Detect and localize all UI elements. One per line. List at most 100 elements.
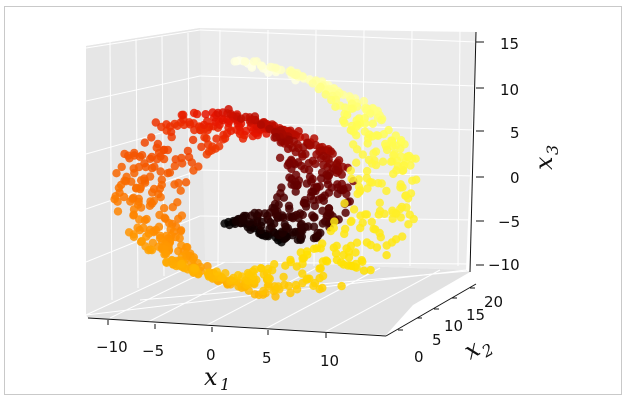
- scatter-point: [135, 215, 144, 224]
- scatter-point: [276, 189, 285, 198]
- scatter-point: [170, 161, 179, 171]
- scatter-point: [171, 155, 180, 164]
- scatter-point: [408, 176, 417, 185]
- scatter-point: [151, 118, 160, 127]
- scatter-point: [313, 228, 322, 238]
- scatter-point: [331, 102, 340, 112]
- scatter-point: [270, 260, 279, 269]
- scatter-point: [142, 214, 151, 224]
- z-tick-label: 15: [500, 35, 519, 53]
- scatter-point: [268, 203, 277, 213]
- scatter-point: [200, 133, 209, 142]
- x-tick-label: −10: [96, 338, 128, 356]
- scatter-point: [324, 204, 334, 213]
- scatter-point: [382, 186, 391, 196]
- scatter-point: [147, 133, 156, 142]
- scatter-point: [346, 126, 355, 135]
- x-axis-label-main: x: [204, 363, 218, 391]
- x-grid-line-side: [109, 41, 113, 301]
- scatter-point: [284, 201, 294, 210]
- scatter-point: [189, 108, 199, 118]
- scatter-points: [110, 56, 421, 301]
- scatter-point: [316, 264, 325, 273]
- scatter-point: [110, 195, 119, 204]
- axis-lines: [87, 31, 484, 338]
- scatter-point: [364, 155, 374, 165]
- scatter-point: [366, 265, 375, 275]
- scatter-point: [304, 159, 313, 168]
- scatter-point: [302, 179, 311, 188]
- scatter-point: [358, 218, 367, 227]
- scatter-point: [332, 241, 341, 250]
- scatter-point: [362, 173, 371, 183]
- scatter-point: [329, 223, 338, 233]
- scatter-point: [166, 225, 175, 234]
- scatter-point: [177, 259, 186, 269]
- z-tick-label: 0: [510, 169, 520, 187]
- scatter-point: [341, 208, 350, 217]
- scatter-point: [308, 79, 317, 88]
- z-axis-label-subscript: 3: [543, 145, 562, 155]
- scatter-point: [156, 167, 165, 176]
- y-tick-label: 0: [414, 348, 424, 366]
- scatter-point: [352, 158, 361, 167]
- y-tick-label: 5: [432, 331, 442, 349]
- scatter-point: [302, 247, 312, 256]
- z-tick-label: 10: [500, 81, 519, 99]
- scatter-point: [339, 250, 348, 260]
- side-pane: [86, 28, 205, 315]
- scatter-point: [291, 187, 300, 196]
- z-grid-line: [199, 121, 477, 131]
- scatter-point: [233, 271, 243, 280]
- scatter-point: [337, 281, 346, 291]
- scatter-point: [274, 282, 283, 291]
- z-tick-label: −10: [488, 256, 520, 274]
- scatter-point: [184, 153, 194, 162]
- scatter-point: [367, 217, 376, 226]
- scatter-point: [148, 238, 158, 248]
- scatter-point: [346, 217, 355, 227]
- scatter-point: [173, 198, 182, 207]
- scatter-point: [285, 173, 294, 182]
- scatter-point: [112, 169, 121, 178]
- scatter-point: [256, 264, 266, 273]
- scatter-point: [175, 234, 184, 243]
- scatter-point: [170, 119, 179, 129]
- scatter-point: [369, 224, 378, 234]
- y-axis-label: x 2: [459, 334, 497, 365]
- x-tick-label: 5: [262, 349, 272, 367]
- scatter-point: [284, 158, 294, 167]
- scatter-point: [347, 104, 356, 113]
- y-tick-labels: 0 5 10 15 20: [414, 293, 503, 366]
- scatter-point: [326, 147, 336, 156]
- z-axis-line: [469, 31, 477, 273]
- scatter-point: [203, 117, 212, 126]
- scatter-point: [237, 114, 246, 123]
- scatter-point: [382, 241, 391, 250]
- z-grid-line: [199, 75, 477, 87]
- scatter-point: [286, 288, 295, 298]
- scatter-point: [347, 174, 356, 183]
- y-tick-label: 20: [484, 293, 503, 311]
- y-tick-label: 15: [466, 306, 485, 324]
- scatter-point: [120, 149, 129, 159]
- z-tick-label: 5: [510, 124, 520, 142]
- x-tick-labels: −10 −5 0 5 10: [96, 338, 339, 370]
- scatter-point: [247, 63, 257, 72]
- z-tick-label: −5: [498, 213, 520, 231]
- scatter-point: [161, 249, 171, 259]
- scatter-point: [405, 210, 414, 219]
- scatter-point: [287, 68, 296, 77]
- scatter-point: [352, 131, 361, 140]
- scatter-point: [314, 84, 323, 94]
- scatter-point: [117, 162, 126, 172]
- scatter-point: [140, 138, 149, 147]
- scatter-point: [155, 210, 164, 220]
- scatter-point: [152, 143, 161, 152]
- scatter-point: [298, 269, 307, 278]
- scatter-point: [312, 244, 321, 253]
- scatter-point: [189, 166, 198, 175]
- scatter-point: [382, 251, 391, 260]
- scatter-point: [249, 57, 259, 66]
